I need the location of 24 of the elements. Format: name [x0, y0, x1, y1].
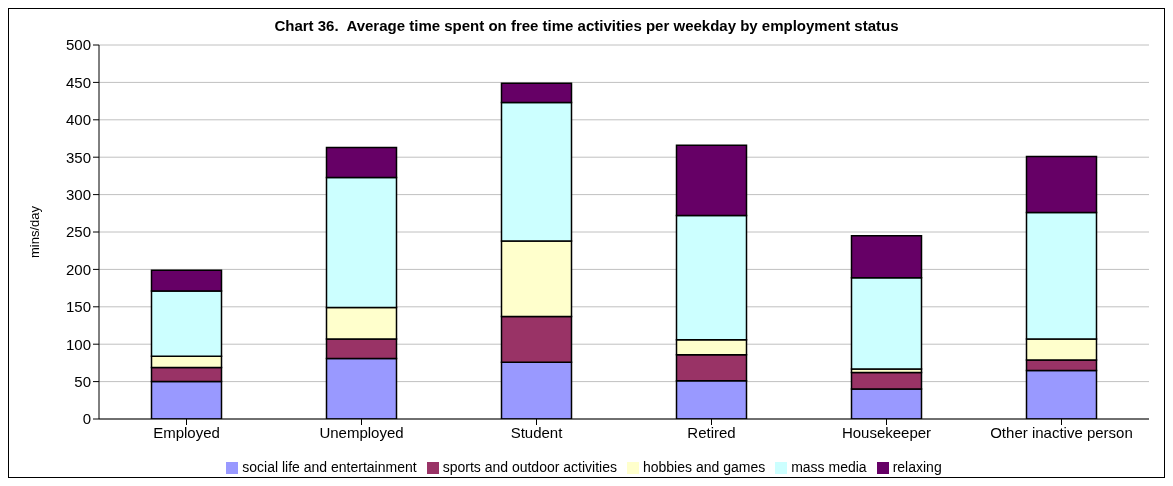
y-tick-label: 100 — [65, 335, 91, 353]
y-tick-label: 200 — [65, 260, 91, 278]
y-tick-label: 450 — [65, 73, 91, 91]
legend-label: relaxing — [892, 459, 942, 475]
legend-label: social life and entertainment — [242, 459, 417, 475]
y-axis-title: mins/day — [26, 205, 42, 259]
y-tick-label: 0 — [82, 410, 91, 428]
y-tick-label: 300 — [65, 185, 91, 203]
y-tick-label: 500 — [65, 36, 91, 54]
x-tick-label: Student — [510, 423, 564, 441]
x-tick-label: Employed — [153, 423, 220, 441]
legend-label: mass media — [791, 459, 867, 475]
legend-label: hobbies and games — [642, 459, 766, 475]
y-tick-label: 350 — [65, 148, 91, 166]
x-tick-label: Housekeeper — [841, 423, 932, 441]
y-tick-label: 50 — [74, 372, 91, 390]
y-tick-label: 150 — [65, 298, 91, 316]
y-tick-label: 250 — [65, 223, 91, 241]
x-tick-label: Unemployed — [319, 423, 404, 441]
y-tick-label: 400 — [65, 111, 91, 129]
x-tick-label: Retired — [687, 423, 736, 441]
x-tick-label: Other inactive person — [990, 423, 1133, 441]
chart-title: Chart 36. Average time spent on free time activities per weekday by employment status — [274, 17, 899, 34]
legend-label: sports and outdoor activities — [442, 459, 617, 475]
